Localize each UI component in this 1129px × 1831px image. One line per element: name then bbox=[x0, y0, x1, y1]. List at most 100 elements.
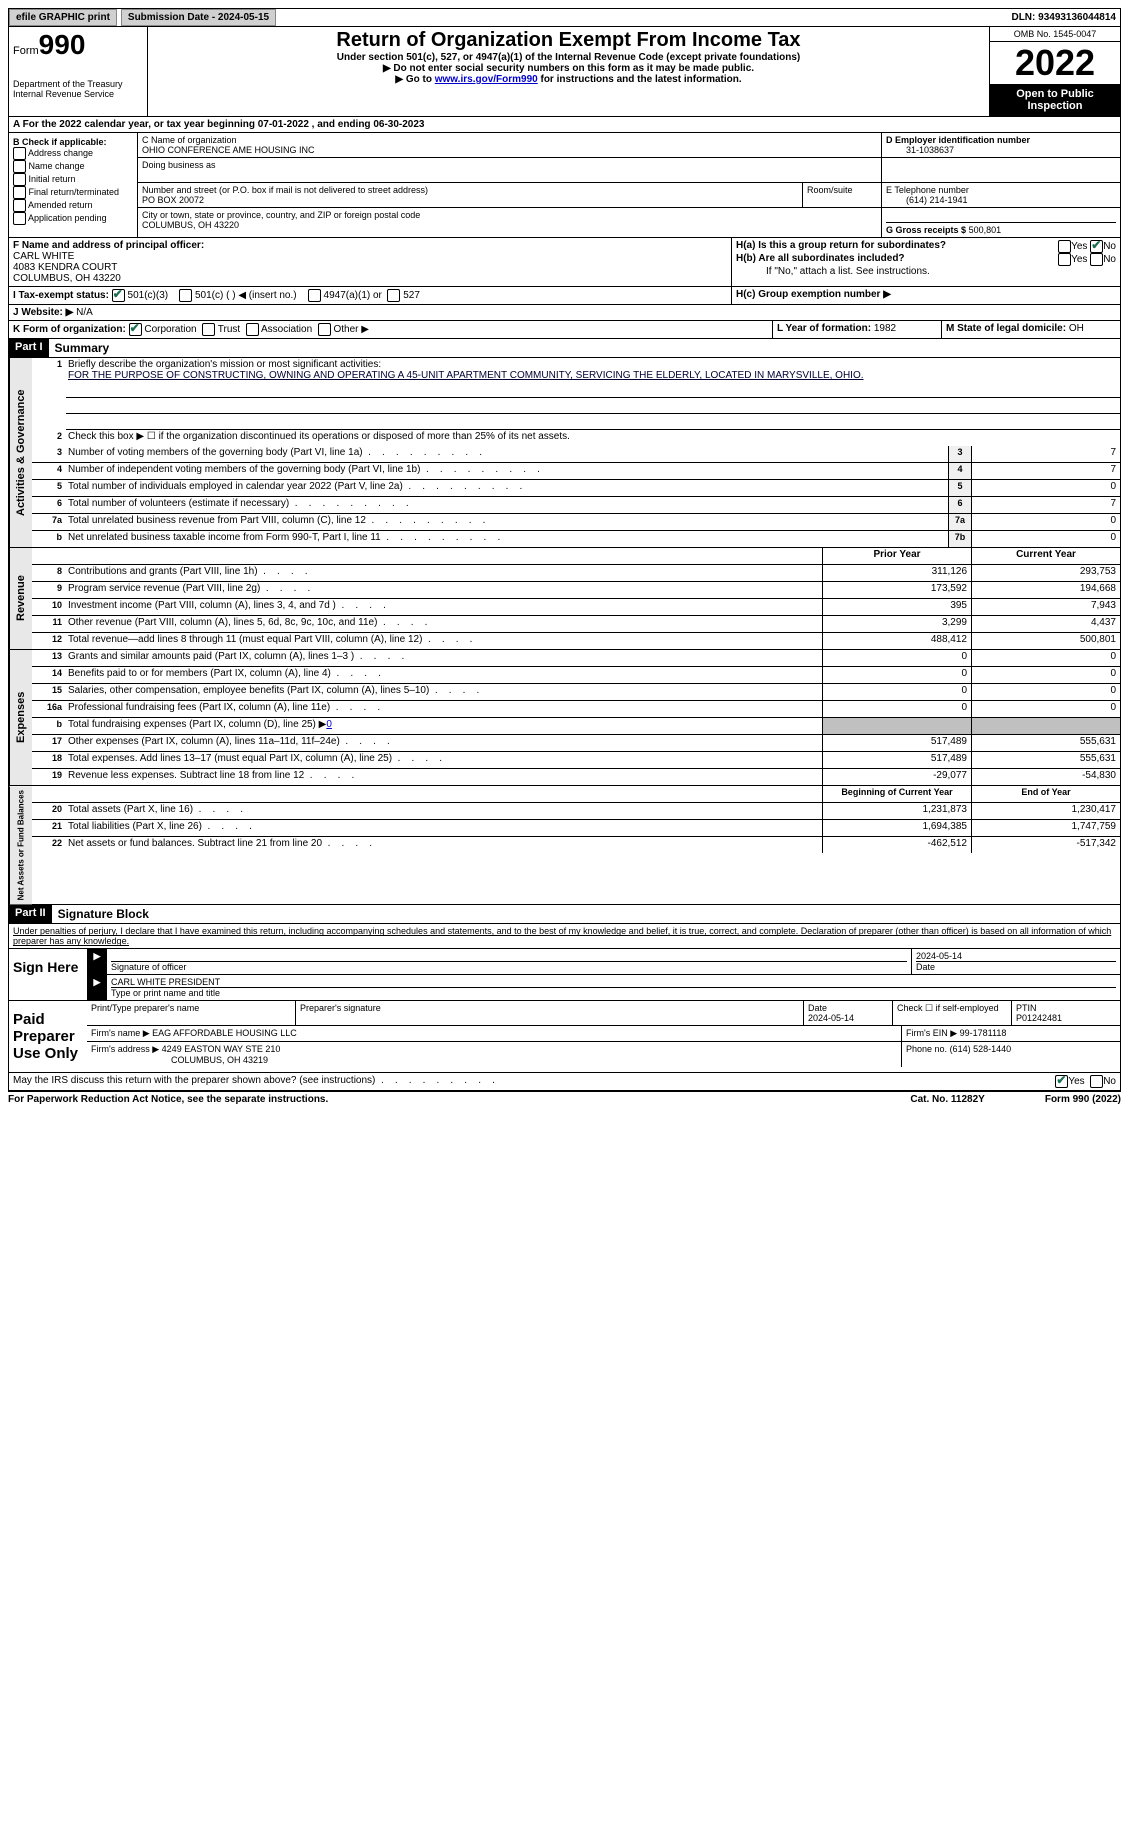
prior-year-hdr: Prior Year bbox=[822, 548, 971, 564]
domicile-label: M State of legal domicile: bbox=[946, 323, 1066, 334]
yes-label: Yes bbox=[1071, 241, 1087, 252]
page-footer: For Paperwork Reduction Act Notice, see … bbox=[8, 1091, 1121, 1105]
phone-value: (614) 528-1440 bbox=[950, 1044, 1012, 1054]
ha-no[interactable] bbox=[1090, 240, 1103, 253]
sign-here-block: Sign Here ▶ Signature of officer 2024-05… bbox=[8, 949, 1121, 1001]
gross-label: G Gross receipts $ bbox=[886, 225, 966, 235]
officer-addr1: 4083 KENDRA COURT bbox=[13, 262, 117, 273]
line-2: Check this box ▶ ☐ if the organization d… bbox=[66, 430, 1120, 446]
section-b-label: B Check if applicable: bbox=[13, 137, 107, 147]
irs-link[interactable]: www.irs.gov/Form990 bbox=[435, 74, 538, 85]
part-i-badge: Part I bbox=[9, 339, 49, 357]
tel-label: E Telephone number bbox=[886, 185, 1116, 195]
form-title: Return of Organization Exempt From Incom… bbox=[152, 29, 985, 52]
self-employed: Check ☐ if self-employed bbox=[893, 1001, 1012, 1025]
goto-prefix: ▶ Go to bbox=[395, 74, 434, 85]
form-org-label: K Form of organization: bbox=[13, 324, 126, 335]
trust-label: Trust bbox=[218, 324, 240, 335]
addr-value: PO BOX 20072 bbox=[142, 195, 798, 205]
discuss-yes[interactable] bbox=[1055, 1075, 1068, 1088]
officer-label: F Name and address of principal officer: bbox=[13, 240, 204, 251]
tax-exempt-label: I Tax-exempt status: bbox=[13, 290, 109, 301]
discuss-row: May the IRS discuss this return with the… bbox=[8, 1073, 1121, 1091]
check-501c3[interactable] bbox=[112, 289, 125, 302]
check-527[interactable] bbox=[387, 289, 400, 302]
goto-suffix: for instructions and the latest informat… bbox=[538, 74, 742, 85]
mission-text: FOR THE PURPOSE OF CONSTRUCTING, OWNING … bbox=[68, 370, 864, 381]
h-a-label: H(a) Is this a group return for subordin… bbox=[736, 240, 1058, 253]
h-b-note: If "No," attach a list. See instructions… bbox=[736, 266, 1116, 277]
other-label: Other ▶ bbox=[333, 324, 368, 335]
prep-sig-label: Preparer's signature bbox=[300, 1003, 381, 1013]
officer-printed-name: CARL WHITE PRESIDENT bbox=[111, 977, 1116, 988]
h-c-label: H(c) Group exemption number ▶ bbox=[736, 289, 891, 300]
addr-label: Number and street (or P.O. box if mail i… bbox=[142, 185, 798, 195]
prep-name-label: Print/Type preparer's name bbox=[91, 1003, 199, 1013]
org-name: OHIO CONFERENCE AME HOUSING INC bbox=[142, 145, 877, 155]
hb-no[interactable] bbox=[1090, 253, 1103, 266]
omb-number: OMB No. 1545-0047 bbox=[990, 27, 1120, 42]
opt-final: Final return/terminated bbox=[29, 187, 120, 197]
paid-preparer-block: Paid Preparer Use Only Print/Type prepar… bbox=[8, 1001, 1121, 1073]
dba-label: Doing business as bbox=[142, 160, 877, 170]
corp-label: Corporation bbox=[144, 324, 196, 335]
ptin-value: P01242481 bbox=[1016, 1013, 1062, 1023]
part-ii-title: Signature Block bbox=[52, 905, 155, 923]
opt-initial: Initial return bbox=[29, 174, 76, 184]
section-klm: K Form of organization: Corporation Trus… bbox=[8, 321, 1121, 339]
opt-name: Name change bbox=[29, 161, 85, 171]
city-label: City or town, state or province, country… bbox=[142, 210, 877, 220]
prep-date-label: Date bbox=[808, 1003, 827, 1013]
assoc-label: Association bbox=[261, 324, 312, 335]
revenue-section: Revenue Prior Year Current Year 8Contrib… bbox=[8, 548, 1121, 650]
opt-amended: Amended return bbox=[28, 200, 93, 210]
tel-value: (614) 214-1941 bbox=[886, 195, 1116, 205]
4947-label: 4947(a)(1) or bbox=[324, 290, 382, 301]
check-pending[interactable] bbox=[13, 212, 26, 225]
efile-button[interactable]: efile GRAPHIC print bbox=[9, 9, 117, 26]
prep-date: 2024-05-14 bbox=[808, 1013, 854, 1023]
check-trust[interactable] bbox=[202, 323, 215, 336]
public-inspection: Open to Public Inspection bbox=[990, 84, 1120, 116]
check-assoc[interactable] bbox=[246, 323, 259, 336]
opt-pending: Application pending bbox=[28, 213, 107, 223]
check-name-change[interactable] bbox=[13, 160, 26, 173]
check-amended[interactable] bbox=[13, 199, 26, 212]
cat-number: Cat. No. 11282Y bbox=[910, 1094, 984, 1105]
officer-addr2: COLUMBUS, OH 43220 bbox=[13, 273, 121, 284]
sig-officer-label: Signature of officer bbox=[111, 962, 186, 972]
netassets-section: Net Assets or Fund Balances Beginning of… bbox=[8, 786, 1121, 905]
arrow-icon: ▶ bbox=[87, 949, 107, 974]
check-address-change[interactable] bbox=[13, 147, 26, 160]
check-4947[interactable] bbox=[308, 289, 321, 302]
pra-notice: For Paperwork Reduction Act Notice, see … bbox=[8, 1094, 328, 1105]
vert-revenue: Revenue bbox=[9, 548, 32, 649]
check-other[interactable] bbox=[318, 323, 331, 336]
discuss-label: May the IRS discuss this return with the… bbox=[13, 1075, 1055, 1088]
opt-address: Address change bbox=[28, 148, 93, 158]
line-a-tax-year: A For the 2022 calendar year, or tax yea… bbox=[8, 117, 1121, 133]
domicile-value: OH bbox=[1069, 323, 1084, 334]
expenses-section: Expenses 13Grants and similar amounts pa… bbox=[8, 650, 1121, 786]
date-label: Date bbox=[916, 962, 935, 972]
section-j: J Website: ▶ N/A bbox=[8, 305, 1121, 321]
firm-ein: 99-1781118 bbox=[960, 1028, 1007, 1038]
ha-yes[interactable] bbox=[1058, 240, 1071, 253]
hb-yes[interactable] bbox=[1058, 253, 1071, 266]
dept-irs: Internal Revenue Service bbox=[13, 89, 143, 99]
section-ih: I Tax-exempt status: 501(c)(3) 501(c) ( … bbox=[8, 287, 1121, 305]
check-501c[interactable] bbox=[179, 289, 192, 302]
part-ii-badge: Part II bbox=[9, 905, 52, 923]
check-initial[interactable] bbox=[13, 173, 26, 186]
check-corp[interactable] bbox=[129, 323, 142, 336]
check-final[interactable] bbox=[13, 186, 26, 199]
firm-name: EAG AFFORDABLE HOUSING LLC bbox=[152, 1028, 297, 1038]
firm-name-label: Firm's name ▶ bbox=[91, 1028, 150, 1038]
sig-date: 2024-05-14 bbox=[916, 951, 1116, 962]
tax-year: 2022 bbox=[990, 42, 1120, 84]
end-year-hdr: End of Year bbox=[971, 786, 1120, 802]
website-value: N/A bbox=[73, 307, 92, 318]
form-header: Form990 Department of the Treasury Inter… bbox=[8, 27, 1121, 117]
dept-treasury: Department of the Treasury bbox=[13, 79, 143, 89]
discuss-no[interactable] bbox=[1090, 1075, 1103, 1088]
